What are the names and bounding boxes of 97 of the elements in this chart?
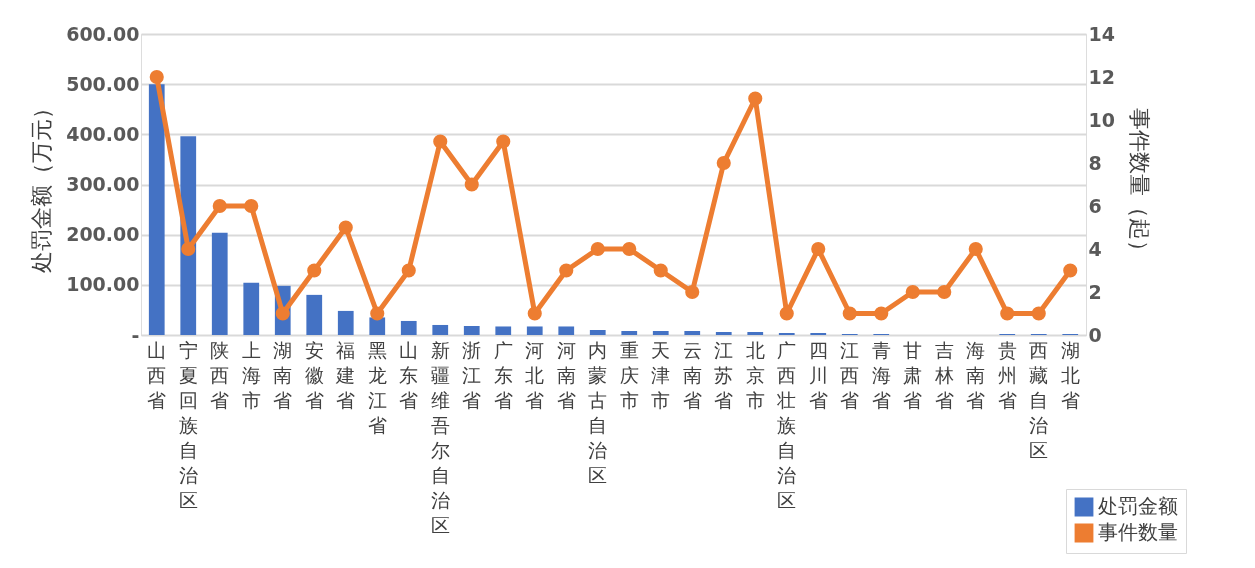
bar xyxy=(558,326,575,335)
point xyxy=(401,263,416,278)
x-tick-label: 黑龙江省 xyxy=(367,338,387,436)
x-tick-label: 湖南省 xyxy=(273,338,293,411)
point xyxy=(779,306,794,321)
y-tick-label: 100.00 xyxy=(66,273,140,296)
bar xyxy=(747,331,764,335)
point xyxy=(527,306,542,321)
y2-tick-label: 8 xyxy=(1088,151,1102,174)
bar xyxy=(495,326,512,335)
y-tick-label: - xyxy=(131,323,140,346)
x-tick-label: 天津市 xyxy=(651,338,671,411)
bar xyxy=(243,282,260,335)
x-tick-label: 河南省 xyxy=(556,338,576,411)
bar xyxy=(652,330,669,335)
bar xyxy=(400,320,417,335)
x-tick-label: 广西壮族自治区 xyxy=(776,338,797,511)
point xyxy=(622,241,637,257)
legend-label: 处罚金额 xyxy=(1098,494,1178,518)
bar xyxy=(432,324,449,335)
x-tick-label: 重庆市 xyxy=(619,338,639,411)
bar xyxy=(715,331,732,335)
point xyxy=(1000,306,1015,321)
point xyxy=(244,198,259,214)
point xyxy=(559,263,574,278)
point xyxy=(181,241,196,257)
x-tick-label: 贵州省 xyxy=(997,338,1017,411)
x-tick-label: 陕西省 xyxy=(210,338,230,411)
y2-tick-label: 12 xyxy=(1088,65,1115,88)
y2-tick-label: 10 xyxy=(1088,108,1115,131)
point xyxy=(842,306,857,321)
point xyxy=(1063,263,1078,278)
x-tick-label: 宁夏回族自治区 xyxy=(178,338,198,511)
x-tick-label: 山西省 xyxy=(147,338,167,411)
bar xyxy=(526,326,543,335)
y-tick-label: 500.00 xyxy=(66,72,140,95)
point xyxy=(716,155,731,171)
point xyxy=(433,134,448,149)
x-tick-label: 新疆维吾尔自治区 xyxy=(430,338,450,536)
bar xyxy=(337,310,354,335)
point xyxy=(307,263,322,278)
y2-tick-label: 14 xyxy=(1088,22,1115,45)
x-tick-label: 上海市 xyxy=(241,338,261,411)
y-tick-label: 400.00 xyxy=(66,122,140,145)
bar xyxy=(621,330,638,335)
bar xyxy=(211,232,228,335)
point xyxy=(653,263,668,278)
x-tick-label: 云南省 xyxy=(682,338,702,411)
point xyxy=(874,306,889,321)
point xyxy=(149,69,164,85)
point xyxy=(590,241,605,257)
legend-label: 事件数量 xyxy=(1098,520,1178,544)
point xyxy=(464,177,479,192)
x-tick-label: 江西省 xyxy=(840,338,860,411)
point xyxy=(212,198,227,214)
x-tick-label: 江苏省 xyxy=(714,338,734,411)
point xyxy=(338,220,353,235)
x-tick-label: 浙江省 xyxy=(462,338,482,411)
y-axis-title: 处罚金额（万元） xyxy=(29,97,55,273)
y-tick-label: 200.00 xyxy=(66,223,140,246)
x-tick-label: 广东省 xyxy=(493,338,513,411)
point xyxy=(685,284,700,300)
point xyxy=(370,306,385,321)
x-tick-label: 河北省 xyxy=(525,338,545,411)
point xyxy=(1031,306,1046,321)
x-tick-label: 四川省 xyxy=(808,338,828,411)
y2-tick-label: 2 xyxy=(1088,280,1102,303)
y-tick-label: 600.00 xyxy=(66,22,140,45)
x-tick-label: 湖北省 xyxy=(1060,338,1080,411)
x-tick-label: 吉林省 xyxy=(933,338,954,411)
x-tick-label: 山东省 xyxy=(399,338,419,411)
y-tick-label: 300.00 xyxy=(66,173,140,195)
bar xyxy=(463,325,480,335)
x-tick-label: 甘肃省 xyxy=(903,338,923,411)
x-tick-label: 内蒙古自治区 xyxy=(588,338,608,486)
point xyxy=(937,284,952,300)
point xyxy=(811,241,826,257)
bar xyxy=(306,294,323,335)
bar xyxy=(810,332,827,335)
x-tick-label: 海南省 xyxy=(966,338,986,411)
y2-tick-label: 4 xyxy=(1088,237,1102,260)
bar xyxy=(684,330,701,335)
y2-tick-label: 6 xyxy=(1088,194,1102,217)
point xyxy=(496,134,511,149)
bar xyxy=(589,329,606,335)
x-tick-label: 北京市 xyxy=(745,338,765,411)
x-tick-label: 青海省 xyxy=(871,338,891,411)
point xyxy=(968,241,983,257)
bar xyxy=(778,332,795,335)
point xyxy=(748,91,763,106)
x-tick-label: 安徽省 xyxy=(304,338,324,411)
point xyxy=(905,284,920,300)
x-tick-label: 西藏自治区 xyxy=(1029,338,1049,461)
bar xyxy=(148,84,165,335)
y2-axis-title: 事件数量（起） xyxy=(1126,108,1152,262)
y2-tick-label: 0 xyxy=(1088,323,1102,346)
x-tick-label: 福建省 xyxy=(335,338,356,411)
